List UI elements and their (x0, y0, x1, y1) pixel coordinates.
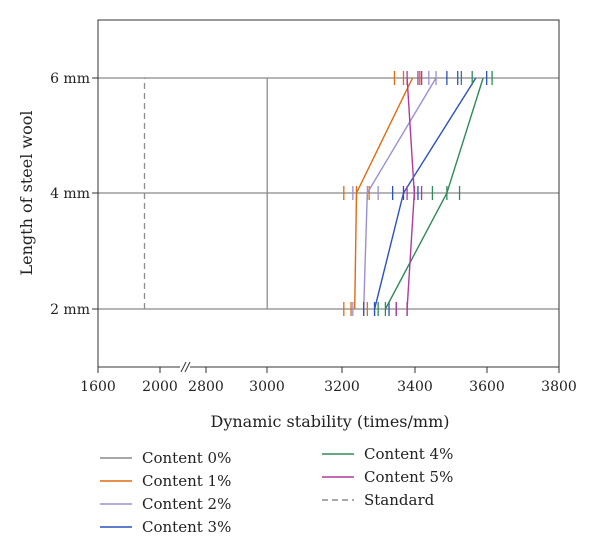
axis-break-mark-2 (184, 361, 191, 373)
x-tick-label-1: 2000 (142, 379, 178, 395)
legend-label-4: Content 4% (364, 445, 453, 463)
y-tick-label-0: 2 mm (50, 302, 90, 318)
legend-label-1: Content 1% (142, 472, 231, 490)
x-tick-label-2: 2800 (188, 379, 224, 395)
legend: Content 0% Content 1% Content 2% Content 3%… (100, 445, 453, 536)
x-tick-label-0: 1600 (80, 379, 116, 395)
legend-label-5: Content 5% (364, 468, 453, 486)
grid-layer (98, 77, 559, 310)
axis-break-mark-1 (180, 361, 187, 373)
legend-label-3: Content 3% (142, 518, 231, 536)
x-axis-title: Dynamic stability (times/mm) (211, 412, 450, 431)
legend-label-2: Content 2% (142, 495, 231, 513)
x-tick-label-6: 3600 (469, 379, 505, 395)
x-tick-label-4: 3200 (324, 379, 360, 395)
legend-label-6: Standard (364, 491, 435, 509)
series-layer (143, 71, 493, 316)
y-tick-label-2: 6 mm (50, 71, 90, 87)
axis-layer: 1600 2000 2800 3000 3200 3400 3600 3800 2 mm 4 mm… (50, 71, 577, 395)
x-tick-label-3: 3000 (249, 379, 285, 395)
legend-label-0: Content 0% (142, 449, 231, 467)
axis-break-gap (180, 361, 190, 373)
y-tick-label-1: 4 mm (50, 186, 90, 202)
y-axis-title: Length of steel wool (17, 111, 36, 276)
x-tick-label-7: 3800 (541, 379, 577, 395)
x-tick-label-5: 3400 (397, 379, 433, 395)
